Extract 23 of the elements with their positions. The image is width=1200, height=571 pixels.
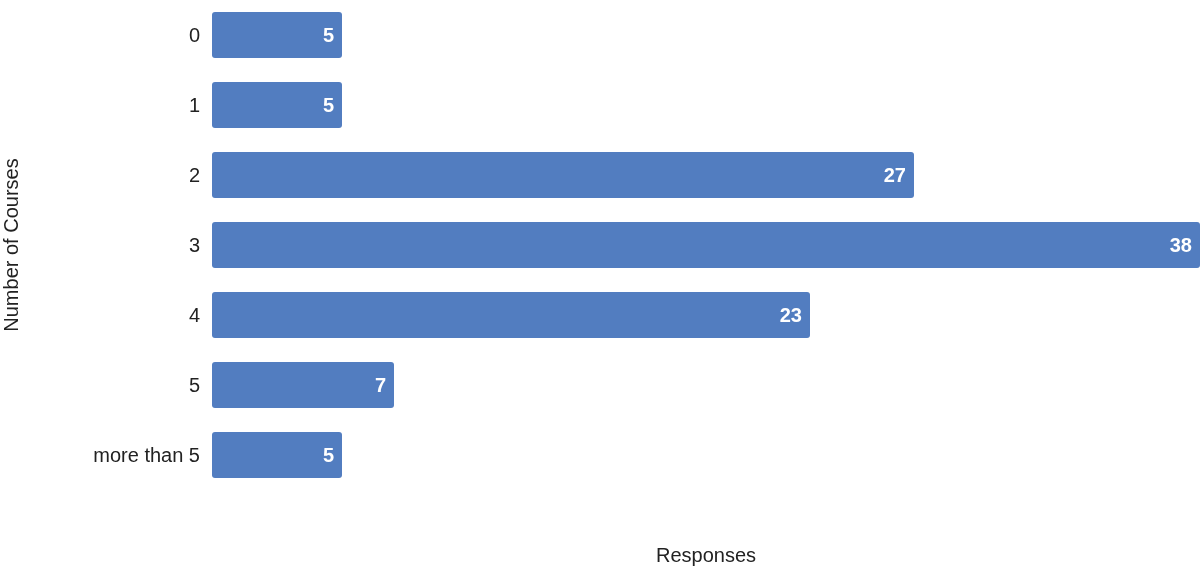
- bar: [212, 81, 342, 129]
- y-tick-label: 5: [188, 374, 200, 396]
- y-tick-label: 4: [188, 304, 200, 326]
- data-label: 5: [322, 94, 334, 116]
- bar: [212, 221, 1200, 269]
- bar: [212, 11, 342, 59]
- y-tick-label: 3: [188, 234, 200, 256]
- data-label: 5: [322, 24, 334, 46]
- bar: [212, 151, 914, 199]
- y-tick-label: more than 5: [93, 444, 200, 466]
- bar: [212, 431, 342, 479]
- y-tick-label: 1: [188, 94, 200, 116]
- y-tick-label: 2: [188, 164, 200, 186]
- data-label: 38: [1169, 234, 1192, 256]
- data-label: 23: [779, 304, 802, 326]
- data-label: 5: [322, 444, 334, 466]
- x-axis-title: Responses: [655, 544, 757, 566]
- bar: [212, 361, 394, 409]
- data-label: 7: [374, 374, 386, 396]
- y-axis-title: Number of Courses: [0, 158, 22, 332]
- bar: [212, 291, 810, 339]
- data-label: 27: [883, 164, 906, 186]
- y-tick-label: 0: [188, 24, 200, 46]
